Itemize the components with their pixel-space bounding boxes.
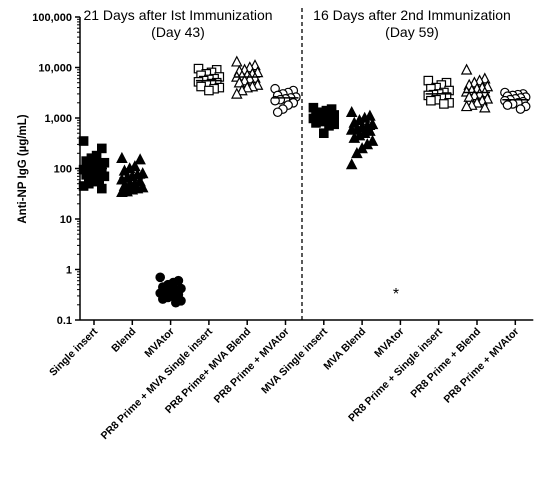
data-point-square bbox=[204, 85, 214, 96]
data-point-square bbox=[439, 99, 449, 109]
category-label: Single insert bbox=[47, 325, 100, 378]
data-point-triangle bbox=[361, 138, 374, 150]
significance-asterisk: * bbox=[393, 286, 399, 303]
category-label: PR8 Prime + Blend bbox=[408, 326, 483, 401]
y-tick-label: 10,000 bbox=[38, 63, 72, 75]
data-point-square bbox=[426, 95, 436, 106]
category-label: MVAtor bbox=[372, 326, 406, 360]
category-label: Blend bbox=[109, 326, 138, 355]
data-point-square bbox=[78, 136, 89, 146]
data-point-triangle bbox=[460, 63, 473, 75]
category-label: PR8 Prime + MVAtor bbox=[212, 326, 292, 406]
data-point-triangle bbox=[236, 84, 248, 96]
data-point-square bbox=[96, 183, 107, 194]
data-points bbox=[78, 55, 531, 308]
panel-2-title-line2: (Day 59) bbox=[385, 24, 439, 40]
y-axis-title: Anti-NP IgG (µg/mL) bbox=[17, 114, 29, 223]
data-point-triangle bbox=[241, 81, 253, 93]
y-tick-label: 100 bbox=[54, 164, 72, 176]
data-point-square bbox=[81, 170, 91, 180]
data-point-triangle bbox=[479, 101, 491, 113]
data-point-circle bbox=[502, 100, 513, 110]
y-tick-label: 10 bbox=[60, 214, 72, 226]
y-tick-label: 1,000 bbox=[44, 113, 72, 125]
data-point-triangle bbox=[134, 153, 146, 165]
panel-2-title-line1: 16 Days after 2nd Immunization bbox=[313, 7, 511, 23]
data-point-triangle bbox=[460, 100, 473, 112]
data-point-triangle bbox=[116, 185, 128, 197]
data-point-triangle bbox=[348, 131, 361, 143]
data-point-square bbox=[196, 81, 206, 92]
data-point-square bbox=[78, 181, 89, 191]
data-point-circle bbox=[158, 294, 168, 304]
data-point-triangle bbox=[231, 55, 243, 67]
data-point-triangle bbox=[345, 158, 358, 170]
data-point-square bbox=[423, 75, 434, 86]
y-tick-label: 0.1 bbox=[57, 315, 72, 327]
category-label: MVA Single insert bbox=[259, 325, 330, 396]
data-point-triangle bbox=[351, 147, 363, 159]
data-point-triangle bbox=[356, 142, 368, 154]
y-axis: 100,000 10,000 1,000 100 10 1 0.1 bbox=[32, 12, 534, 327]
data-point-circle bbox=[272, 107, 283, 118]
data-point-square bbox=[324, 121, 334, 131]
data-point-circle bbox=[155, 272, 165, 283]
category-label: PR8 Prime + MVAtor bbox=[441, 326, 521, 406]
panel-1-title-line2: (Day 43) bbox=[151, 24, 205, 40]
data-point-square bbox=[311, 118, 321, 128]
category-label: MVAtor bbox=[142, 326, 176, 360]
panel-1-title-line1: 21 Days after Ist Immunization bbox=[83, 7, 272, 23]
data-point-circle bbox=[171, 297, 181, 308]
data-point-circle bbox=[515, 104, 526, 114]
data-point-triangle bbox=[233, 76, 246, 88]
data-point-square bbox=[96, 143, 107, 154]
data-point-square bbox=[319, 128, 329, 139]
y-tick-label: 100,000 bbox=[32, 12, 72, 24]
data-point-triangle bbox=[463, 90, 475, 102]
data-point-triangle bbox=[116, 151, 128, 163]
data-point-triangle bbox=[345, 105, 358, 118]
y-tick-label: 1 bbox=[66, 265, 72, 277]
data-point-triangle bbox=[366, 134, 379, 146]
data-point-triangle bbox=[231, 87, 243, 99]
